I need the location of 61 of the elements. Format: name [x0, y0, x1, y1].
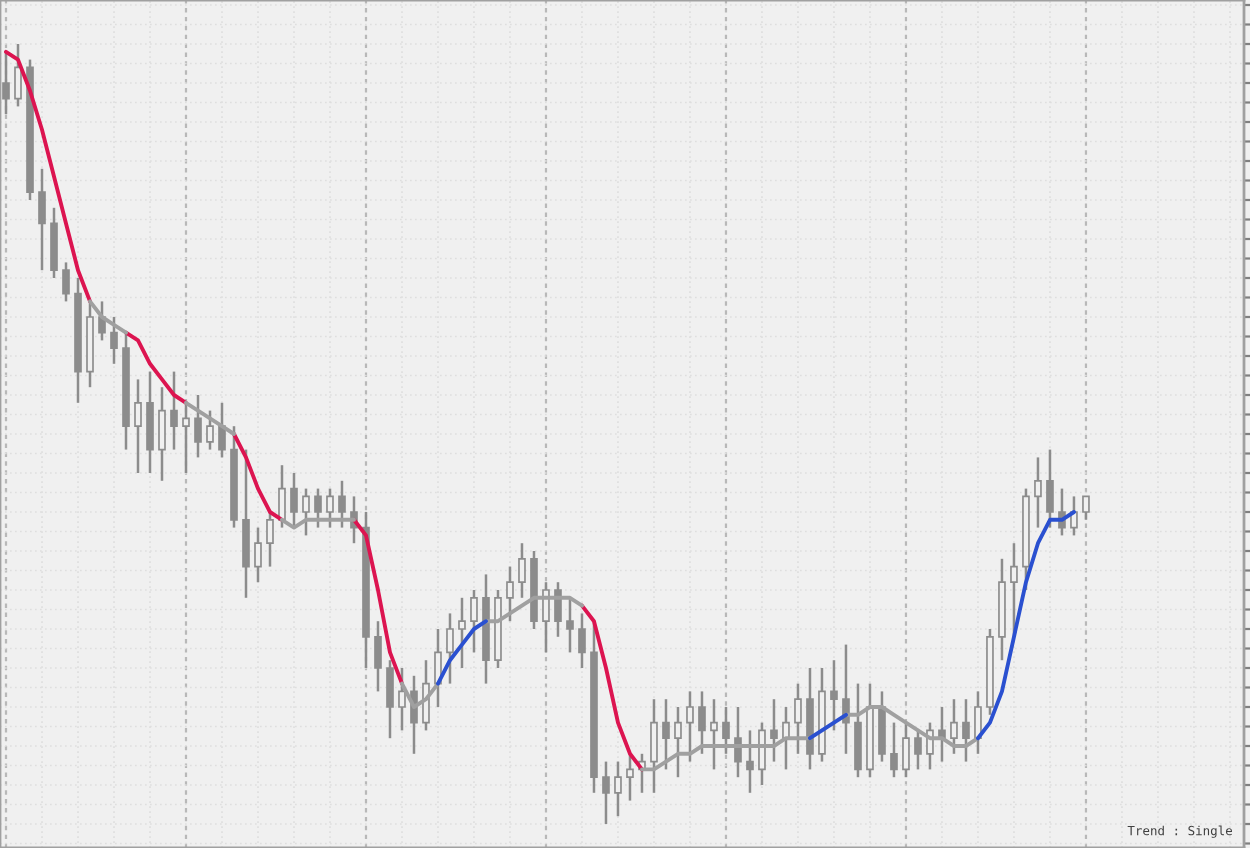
candlestick: [386, 658, 394, 740]
candlestick: [722, 705, 730, 756]
candlestick: [746, 729, 754, 795]
candlestick: [878, 690, 886, 763]
candlestick: [134, 378, 142, 475]
candlestick: [974, 690, 982, 756]
candlestick: [518, 541, 526, 600]
candlestick: [50, 206, 58, 280]
candlestick: [398, 666, 406, 732]
candlestick: [38, 167, 46, 272]
candlestick: [374, 619, 382, 693]
candlestick: [830, 658, 838, 732]
candlestick: [62, 261, 70, 303]
candlestick: [254, 526, 262, 584]
candlestick: [290, 471, 298, 529]
candlestick: [446, 612, 454, 685]
candlestick: [602, 760, 610, 826]
candlestick: [14, 42, 22, 108]
candlestick: [266, 510, 274, 568]
candlestick: [662, 697, 670, 771]
candlestick: [278, 463, 286, 529]
candlestick: [170, 370, 178, 451]
candlestick: [1046, 448, 1054, 529]
candlestick: [2, 50, 10, 116]
candlestick: [302, 487, 310, 537]
candlestick: [242, 448, 250, 600]
candlestick: [542, 580, 550, 654]
candlestick: [614, 760, 622, 818]
candlestick: [506, 565, 514, 623]
candlestick: [566, 596, 574, 654]
candlestick: [578, 612, 586, 670]
candlestick: [950, 697, 958, 756]
candlestick: [626, 752, 634, 802]
candlestick: [686, 690, 694, 763]
candlestick: [554, 580, 562, 639]
candlestick: [890, 721, 898, 779]
candlestick: [962, 697, 970, 763]
candlestick: [914, 729, 922, 771]
candlestick: [158, 385, 166, 483]
candlestick: [182, 401, 190, 475]
candlestick: [338, 479, 346, 529]
candlestick: [218, 401, 226, 459]
candlestick: [326, 487, 334, 529]
candlestick: [770, 697, 778, 763]
candlestick: [194, 393, 202, 459]
candlestick: [314, 487, 322, 529]
candlestick: [854, 682, 862, 779]
candlestick: [146, 370, 154, 475]
candlestick: [710, 697, 718, 771]
candlestick: [758, 721, 766, 787]
candlestick: [458, 596, 466, 670]
candlestick: [206, 409, 214, 451]
candlestick: [794, 682, 802, 756]
candlestick: [1034, 456, 1042, 529]
candlestick: [902, 721, 910, 779]
candlestick: [110, 315, 118, 366]
candlestick: [674, 705, 682, 779]
candlestick: [1082, 495, 1090, 522]
candlestick: [470, 588, 478, 654]
candlestick: [698, 690, 706, 756]
candlestick: [650, 697, 658, 795]
